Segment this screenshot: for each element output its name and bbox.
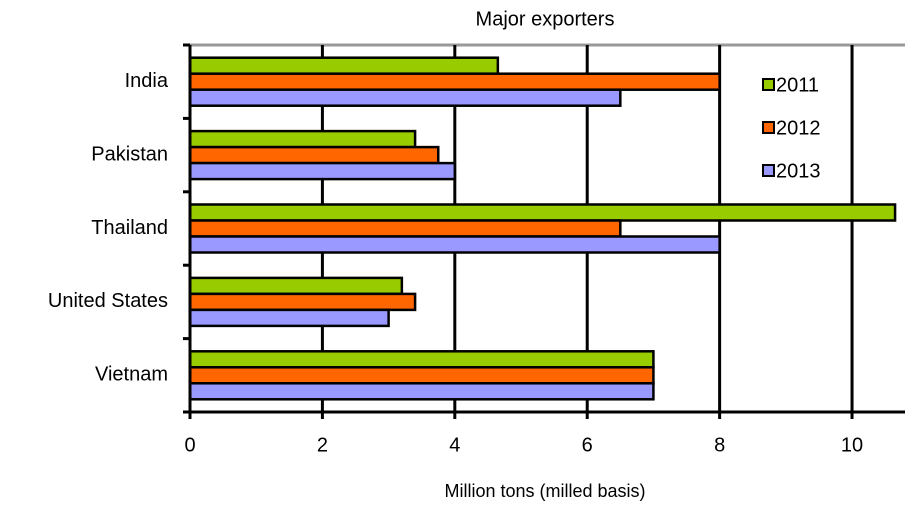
bar: [188, 56, 500, 75]
bar: [188, 145, 440, 165]
legend-swatch: [762, 78, 775, 91]
legend-label: 2011: [776, 74, 819, 96]
bar: [188, 350, 655, 369]
legend-label: 2012: [776, 117, 821, 139]
bar: [188, 308, 390, 328]
y-tick-label: India: [125, 70, 169, 92]
bar: [188, 366, 655, 385]
bar: [188, 219, 622, 238]
legend-label: 2013: [776, 160, 821, 182]
legend-swatch: [762, 121, 775, 134]
bar: [188, 88, 622, 107]
bar: [188, 292, 417, 312]
y-tick-label: Vietnam: [95, 364, 168, 386]
bar: [188, 276, 404, 296]
bar: [188, 72, 721, 91]
bar: [188, 129, 417, 149]
y-tick-label: United States: [48, 290, 168, 312]
chart-title: Major exporters: [476, 8, 615, 30]
y-tick-label: Thailand: [91, 217, 168, 239]
x-tick-label: 0: [184, 434, 195, 456]
legend-swatch: [762, 164, 775, 177]
x-tick-label: 4: [449, 434, 460, 456]
bar: [188, 161, 457, 181]
bar: [188, 203, 897, 222]
bar: [188, 235, 721, 254]
x-tick-label: 8: [714, 434, 725, 456]
x-tick-label: 6: [582, 434, 593, 456]
bar: [188, 382, 655, 401]
x-tick-label: 10: [841, 434, 863, 456]
x-tick-label: 2: [317, 434, 328, 456]
x-axis-title: Million tons (milled basis): [444, 481, 645, 501]
y-tick-label: Pakistan: [91, 143, 168, 165]
